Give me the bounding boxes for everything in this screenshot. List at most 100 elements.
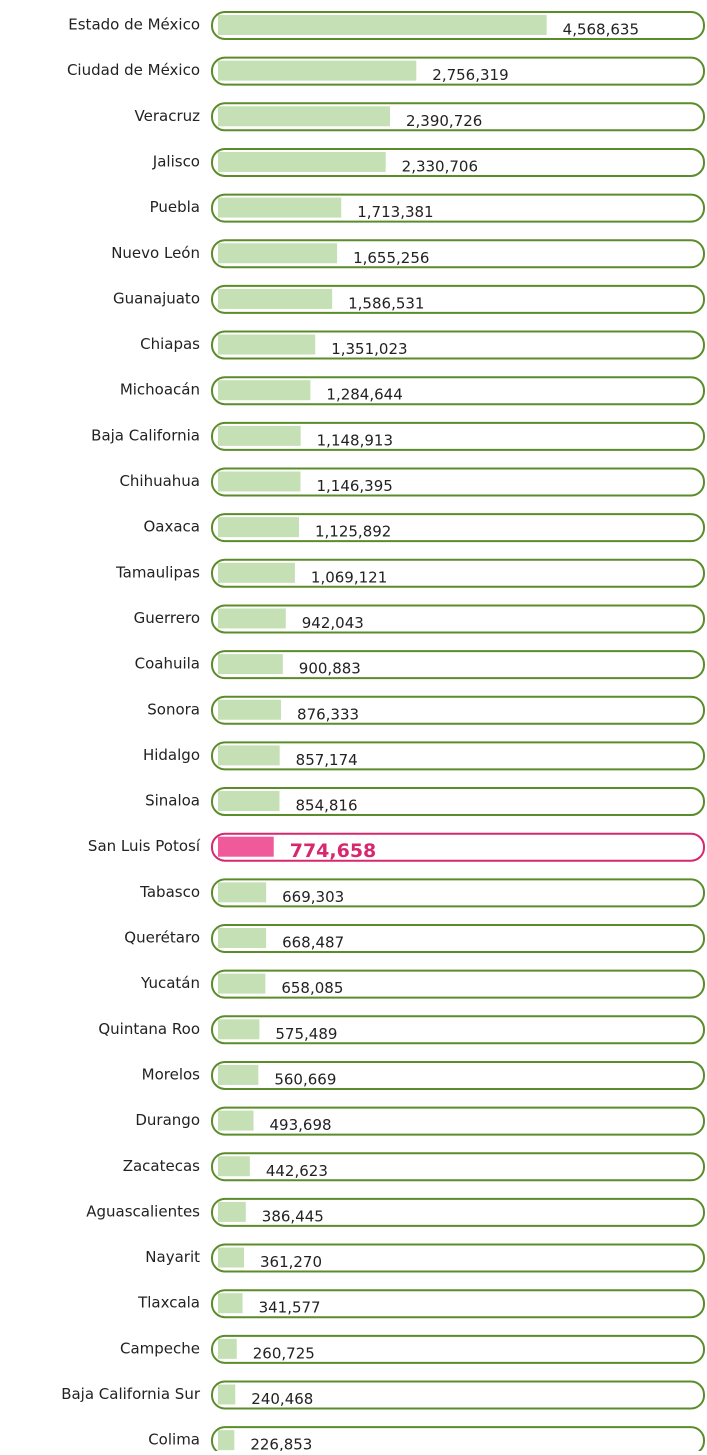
bar — [218, 1430, 235, 1451]
bar-track — [211, 695, 705, 725]
bar-track — [211, 1289, 705, 1319]
bar — [218, 243, 338, 264]
value-label: 1,146,395 — [316, 477, 392, 495]
bar-track — [211, 558, 705, 588]
value-label: 854,816 — [295, 797, 357, 815]
bar-track — [211, 969, 705, 999]
bar — [218, 1019, 260, 1040]
category-label: Guerrero — [134, 609, 200, 627]
bar — [218, 517, 299, 538]
bar-track — [211, 1334, 705, 1364]
bar — [218, 1064, 259, 1085]
bar — [218, 334, 316, 355]
bar-track — [211, 1152, 705, 1182]
bar — [218, 1247, 244, 1268]
bar — [218, 928, 267, 948]
value-label: 669,303 — [282, 888, 344, 906]
bar — [218, 654, 283, 675]
bar — [218, 1110, 254, 1131]
bar — [218, 197, 342, 218]
bar — [218, 106, 390, 127]
value-label: 2,756,319 — [432, 66, 508, 84]
bar-track — [211, 650, 705, 680]
value-label: 2,390,726 — [406, 112, 482, 130]
value-label: 386,445 — [262, 1207, 324, 1225]
category-label: Tamaulipas — [115, 563, 200, 581]
bar-track — [211, 376, 705, 406]
bar — [218, 973, 266, 994]
bar-track — [211, 1106, 705, 1136]
value-label: 260,725 — [253, 1344, 315, 1362]
value-label: 774,658 — [290, 840, 377, 862]
category-label: Aguascalientes — [86, 1202, 200, 1220]
bar — [218, 60, 417, 81]
value-label: 2,330,706 — [402, 157, 478, 175]
value-label: 1,351,023 — [331, 340, 407, 358]
value-label: 1,284,644 — [326, 386, 402, 404]
category-label: Veracruz — [135, 107, 201, 125]
category-label: Campeche — [120, 1339, 200, 1357]
bar — [218, 1338, 237, 1359]
bar — [218, 380, 311, 401]
value-label: 361,270 — [260, 1253, 322, 1271]
value-label: 4,568,635 — [563, 21, 639, 39]
value-label: 240,468 — [251, 1390, 313, 1408]
value-label: 493,698 — [270, 1116, 332, 1134]
category-label: Ciudad de México — [67, 61, 200, 79]
bar-track — [211, 1015, 705, 1045]
bar-track — [211, 330, 705, 360]
value-label: 442,623 — [266, 1162, 328, 1180]
value-label: 226,853 — [250, 1436, 312, 1451]
category-label: San Luis Potosí — [88, 837, 201, 855]
category-label: Jalisco — [152, 152, 200, 170]
bar — [218, 1293, 243, 1314]
bar — [218, 745, 280, 766]
bar-track — [211, 193, 705, 223]
value-label: 668,487 — [282, 934, 344, 952]
bar — [218, 1156, 250, 1177]
category-label: Quintana Roo — [98, 1020, 200, 1038]
bar — [218, 791, 280, 812]
category-label: Sonora — [147, 700, 200, 718]
category-label: Yucatán — [140, 974, 200, 992]
bar-track — [211, 1060, 705, 1090]
value-label: 341,577 — [259, 1299, 321, 1317]
value-label: 900,883 — [299, 660, 361, 678]
category-label: Tlaxcala — [137, 1294, 200, 1312]
category-label: Michoacán — [120, 381, 200, 399]
value-label: 575,489 — [275, 1025, 337, 1043]
bar-track — [211, 787, 705, 817]
category-label: Chihuahua — [119, 472, 200, 490]
value-label: 560,669 — [274, 1070, 336, 1088]
category-label: Tabasco — [139, 883, 200, 901]
category-label: Querétaro — [124, 929, 200, 947]
category-label: Coahuila — [135, 655, 200, 673]
bar-track — [211, 832, 705, 862]
value-label: 942,043 — [302, 614, 364, 632]
bar-track — [211, 421, 705, 451]
category-label: Hidalgo — [143, 746, 200, 764]
bar-track — [211, 147, 705, 177]
bar-track — [211, 878, 705, 908]
bar-track — [211, 102, 705, 132]
category-label: Durango — [135, 1111, 200, 1129]
bar — [218, 425, 301, 446]
category-label: Nuevo León — [111, 244, 200, 262]
bar — [218, 471, 301, 492]
value-label: 1,069,121 — [311, 568, 387, 586]
bar-track — [211, 1243, 705, 1273]
category-label: Oaxaca — [143, 518, 200, 536]
bar-track — [211, 56, 705, 86]
category-label: Estado de México — [68, 16, 200, 34]
bar — [218, 288, 333, 309]
bar-track — [211, 741, 705, 771]
bar-track — [211, 513, 705, 543]
bar-track — [211, 284, 705, 314]
category-label: Morelos — [142, 1065, 201, 1083]
category-label: Guanajuato — [113, 289, 200, 307]
bar — [218, 882, 267, 903]
bar — [218, 562, 295, 583]
category-label: Chiapas — [140, 335, 200, 353]
value-label: 1,148,913 — [317, 431, 393, 449]
